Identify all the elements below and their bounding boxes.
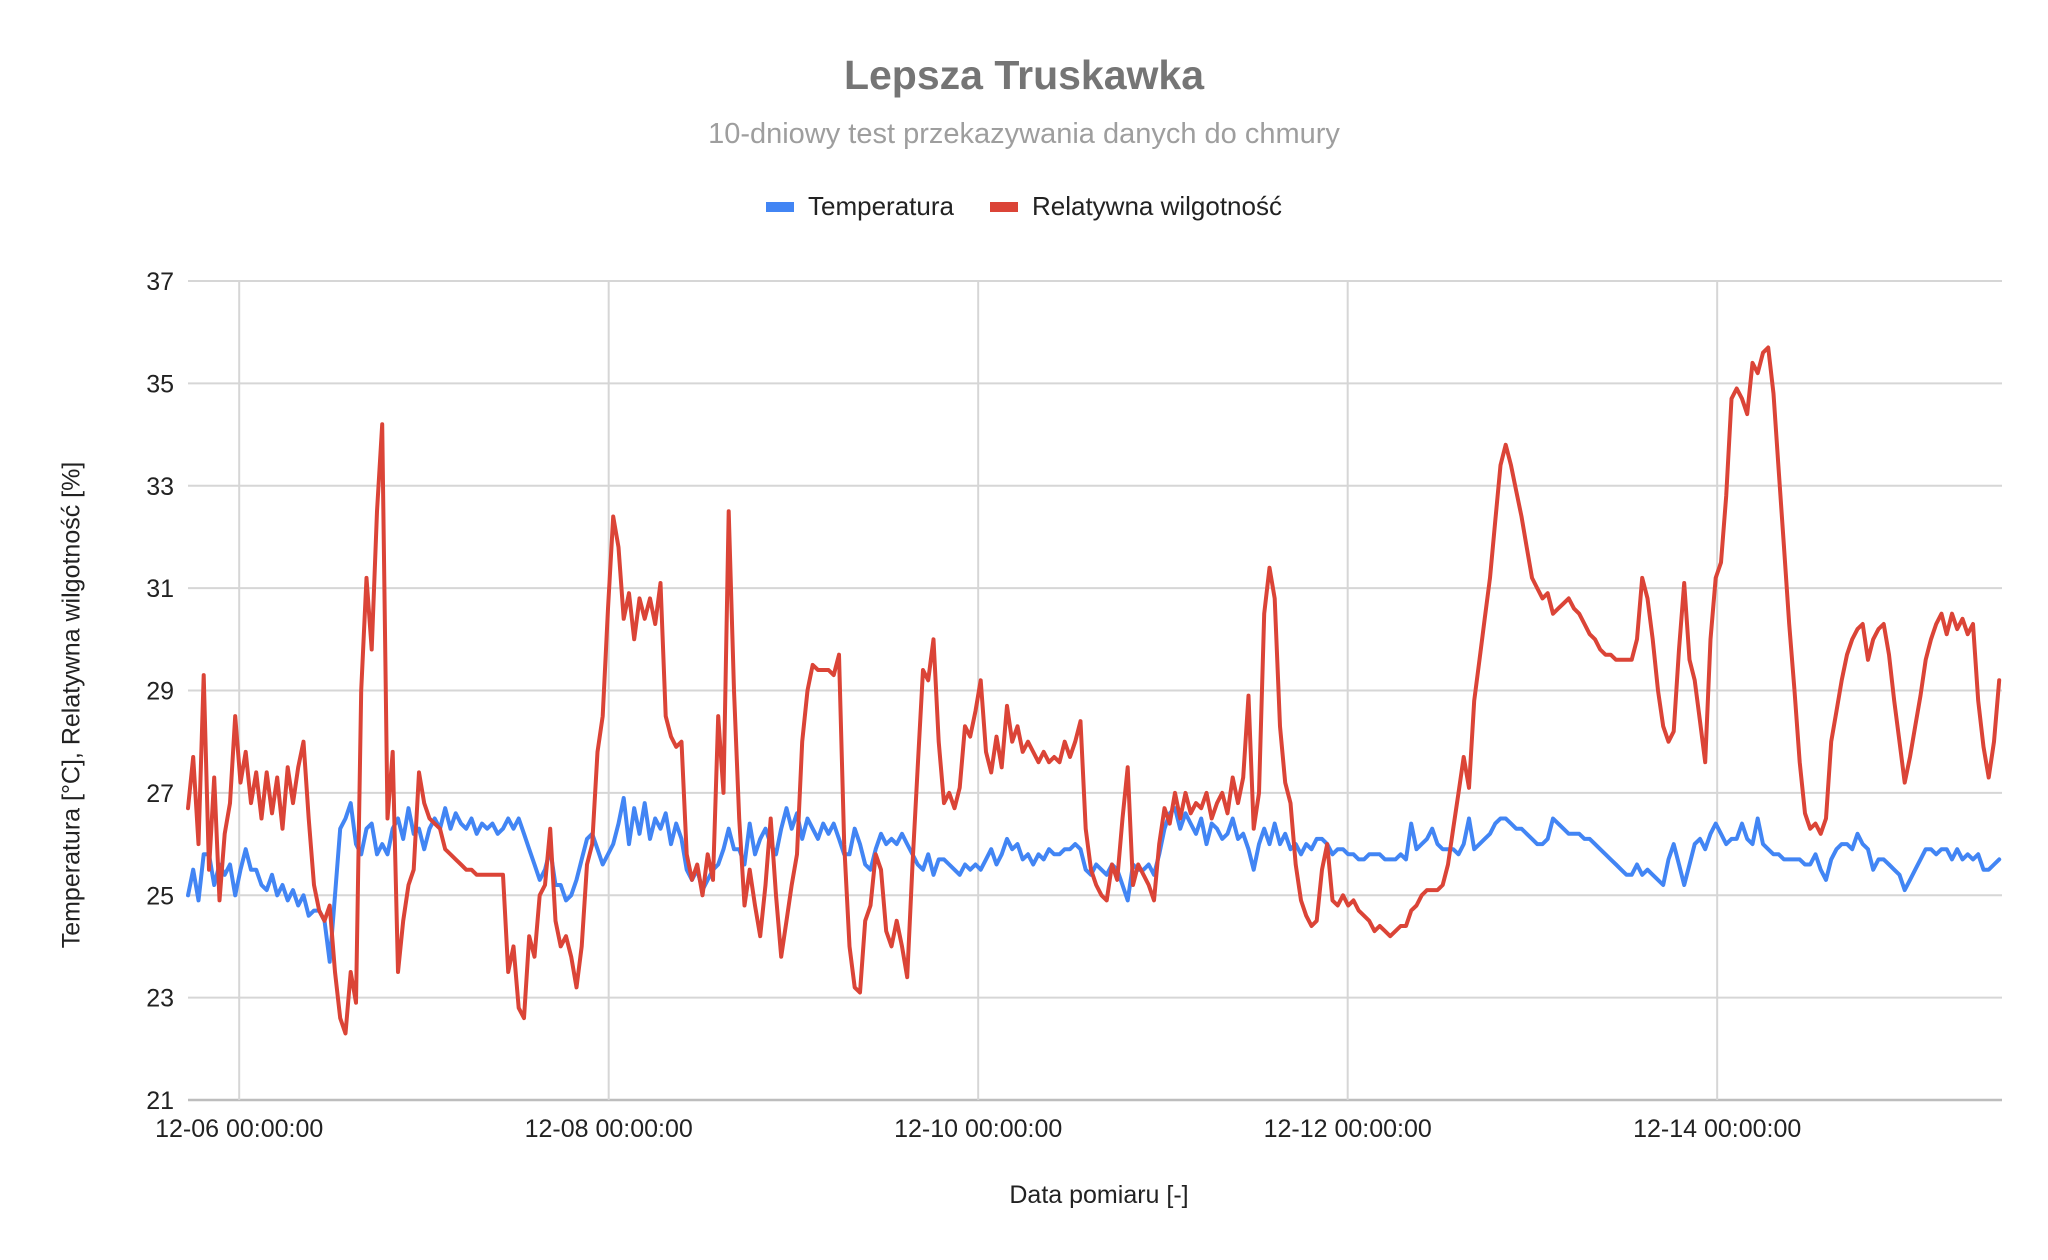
legend-swatch-wilgotnosc bbox=[989, 201, 1018, 212]
chart-subtitle: 10-dniowy test przekazywania danych do c… bbox=[708, 118, 1340, 150]
y-tick-label: 21 bbox=[146, 1087, 174, 1115]
x-tick-label: 12-10 00:00:00 bbox=[894, 1115, 1062, 1143]
chart-title: Lepsza Truskawka bbox=[843, 52, 1205, 98]
series-line-temperatura bbox=[186, 796, 2002, 964]
legend-swatch-temperatura bbox=[766, 201, 794, 212]
y-tick-label: 27 bbox=[146, 780, 174, 808]
x-tick-label: 12-08 00:00:00 bbox=[525, 1115, 693, 1143]
y-axis-title: Temperatura [°C], Relatywna wilgotność [… bbox=[57, 461, 86, 949]
legend-label-temperatura: Temperatura bbox=[808, 191, 954, 221]
series-line-wilgotnosc bbox=[186, 345, 2002, 1036]
y-tick-label: 37 bbox=[146, 268, 174, 296]
legend-item-wilgotnosc[interactable]: Relatywna wilgotność bbox=[989, 191, 1282, 222]
y-tick-label: 29 bbox=[146, 678, 174, 706]
y-tick-label: 33 bbox=[146, 473, 174, 501]
x-tick-label: 12-14 00:00:00 bbox=[1633, 1115, 1801, 1143]
y-tick-label: 31 bbox=[146, 575, 174, 603]
legend-label-wilgotnosc: Relatywna wilgotność bbox=[1031, 191, 1282, 221]
legend: Temperatura Relatywna wilgotność bbox=[0, 191, 2048, 222]
x-tick-label: 12-06 00:00:00 bbox=[155, 1115, 323, 1143]
x-axis-title: Data pomiaru [-] bbox=[1009, 1181, 1189, 1209]
x-tick-label: 12-12 00:00:00 bbox=[1264, 1115, 1432, 1143]
y-tick-label: 23 bbox=[146, 985, 174, 1013]
y-tick-label: 35 bbox=[146, 370, 174, 398]
legend-item-temperatura[interactable]: Temperatura bbox=[766, 191, 954, 222]
y-tick-label: 25 bbox=[146, 882, 174, 910]
